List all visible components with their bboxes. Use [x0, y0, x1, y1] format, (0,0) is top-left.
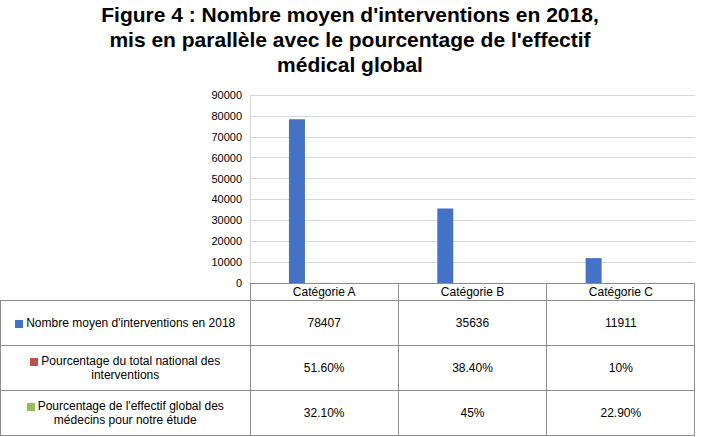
html-text:32.10%: 32.10% — [303, 406, 345, 420]
svg-text:60000: 60000 — [211, 152, 242, 164]
svg-text:80000: 80000 — [211, 110, 242, 122]
html-text:Catégorie C: Catégorie C — [588, 285, 653, 299]
html-text:Catégorie B: Catégorie B — [440, 285, 505, 299]
html-text:35636: 35636 — [455, 316, 490, 330]
svg-text:0: 0 — [236, 277, 242, 289]
html-text:Figure 4 : Nombre moyen d'inte: Figure 4 : Nombre moyen d'interventions … — [101, 3, 599, 76]
svg-text:10000: 10000 — [211, 256, 242, 268]
html-text:78407: 78407 — [307, 316, 341, 330]
html-text:11911: 11911 — [605, 316, 637, 330]
html-text:51.60%: 51.60% — [303, 361, 345, 375]
svg-text:40000: 40000 — [211, 193, 242, 205]
svg-text:50000: 50000 — [211, 173, 242, 185]
html-text:38.40%: 38.40% — [452, 361, 493, 375]
html-text:Nombre moyen d'interventions e: Nombre moyen d'interventions en 2018 — [26, 316, 236, 330]
html-text:10%: 10% — [608, 361, 633, 375]
html-text:22.90%: 22.90% — [600, 406, 642, 420]
html-text:Pourcentage du total national: Pourcentage du total national des interv… — [41, 354, 221, 382]
svg-text:90000: 90000 — [211, 89, 242, 101]
html-text:Catégorie A: Catégorie A — [292, 285, 356, 299]
svg-text:30000: 30000 — [211, 214, 242, 226]
html-text:Pourcentage de l'effectif glob: Pourcentage de l'effectif global des méd… — [37, 399, 224, 427]
html-text:45%: 45% — [460, 406, 485, 420]
svg-text:20000: 20000 — [211, 235, 242, 247]
svg-text:70000: 70000 — [211, 131, 242, 143]
